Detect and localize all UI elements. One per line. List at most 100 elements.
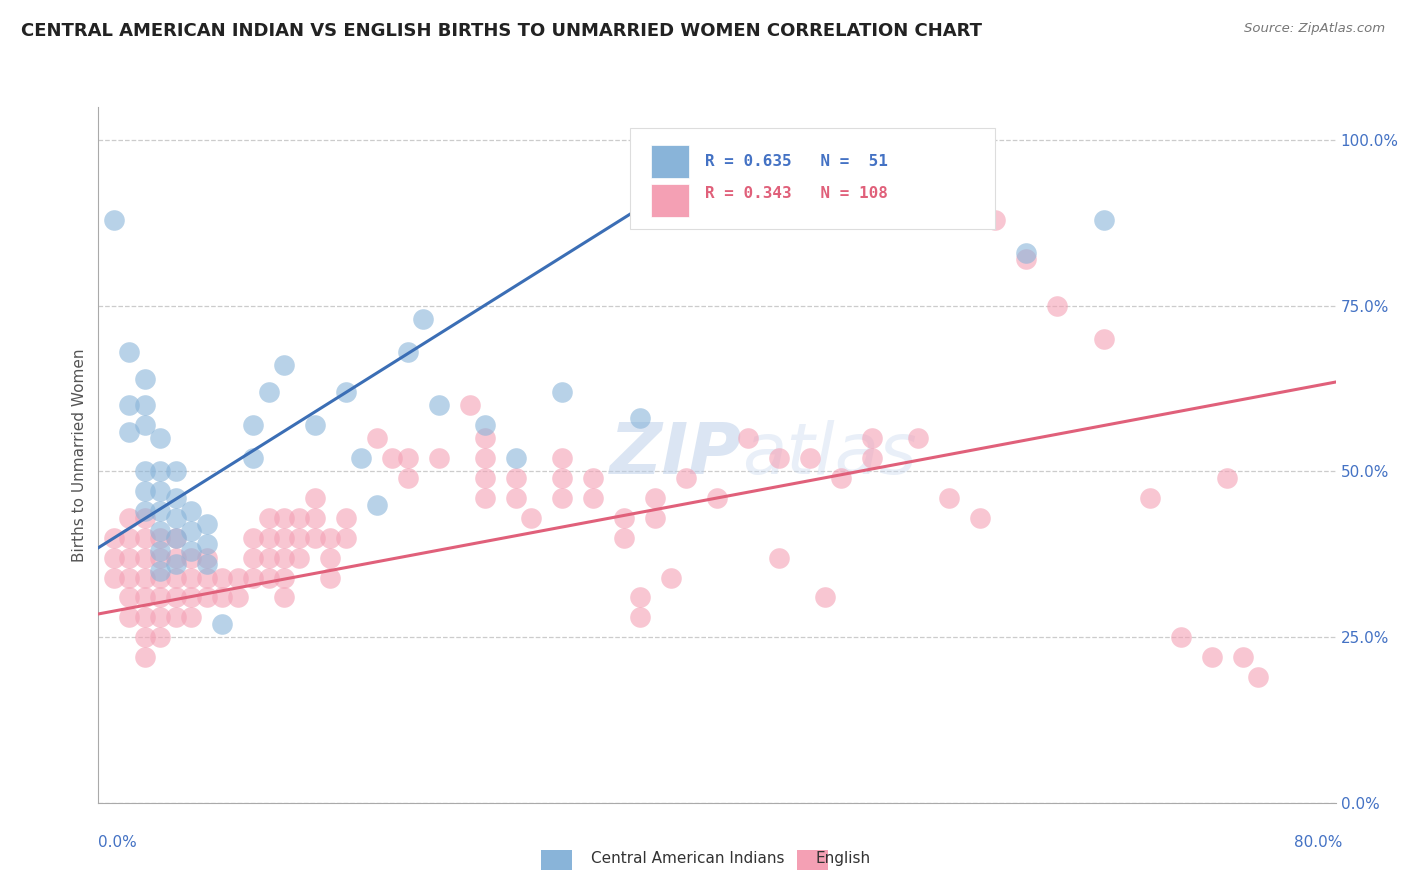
Text: 80.0%: 80.0% bbox=[1295, 836, 1343, 850]
Point bbox=[165, 531, 187, 545]
Point bbox=[984, 212, 1007, 227]
Point bbox=[195, 550, 218, 565]
Point bbox=[659, 570, 682, 584]
Point bbox=[165, 610, 187, 624]
Point bbox=[969, 511, 991, 525]
Point bbox=[103, 212, 125, 227]
Point bbox=[551, 491, 574, 505]
Point bbox=[1232, 650, 1254, 665]
Point bbox=[149, 570, 172, 584]
Point bbox=[165, 531, 187, 545]
Point bbox=[149, 484, 172, 499]
Point bbox=[242, 418, 264, 433]
Point bbox=[799, 451, 821, 466]
Point bbox=[288, 531, 311, 545]
Point bbox=[644, 491, 666, 505]
Point bbox=[381, 451, 404, 466]
Point bbox=[319, 550, 342, 565]
FancyBboxPatch shape bbox=[630, 128, 995, 229]
Point bbox=[458, 398, 481, 412]
Point bbox=[134, 372, 156, 386]
Point bbox=[257, 511, 280, 525]
Point bbox=[273, 591, 295, 605]
Point bbox=[335, 511, 357, 525]
Point bbox=[520, 511, 543, 525]
Point bbox=[628, 610, 651, 624]
Point bbox=[195, 570, 218, 584]
Point bbox=[1216, 471, 1239, 485]
Point bbox=[1092, 332, 1115, 346]
Point bbox=[242, 570, 264, 584]
Point bbox=[149, 504, 172, 518]
Point bbox=[273, 511, 295, 525]
Point bbox=[613, 531, 636, 545]
Point bbox=[350, 451, 373, 466]
Point bbox=[118, 511, 141, 525]
Point bbox=[134, 418, 156, 433]
Point bbox=[1201, 650, 1223, 665]
Point bbox=[118, 531, 141, 545]
Point bbox=[304, 511, 326, 525]
Point bbox=[165, 591, 187, 605]
Text: Central American Indians: Central American Indians bbox=[591, 851, 785, 865]
Point bbox=[149, 610, 172, 624]
Point bbox=[149, 564, 172, 578]
Point bbox=[103, 550, 125, 565]
Point bbox=[134, 484, 156, 499]
Point bbox=[149, 524, 172, 538]
Point bbox=[257, 531, 280, 545]
Bar bbox=[651, 184, 689, 217]
Text: ZIP: ZIP bbox=[610, 420, 742, 490]
Point bbox=[582, 471, 605, 485]
Point bbox=[505, 471, 527, 485]
Point bbox=[103, 531, 125, 545]
Point bbox=[195, 517, 218, 532]
Point bbox=[149, 630, 172, 644]
Point bbox=[257, 384, 280, 399]
Point bbox=[1247, 670, 1270, 684]
Point bbox=[474, 431, 496, 445]
Point bbox=[103, 570, 125, 584]
Point bbox=[273, 359, 295, 373]
Point bbox=[134, 511, 156, 525]
Point bbox=[165, 491, 187, 505]
Point bbox=[118, 345, 141, 359]
Point bbox=[134, 630, 156, 644]
Point bbox=[505, 491, 527, 505]
Point bbox=[226, 591, 249, 605]
Point bbox=[149, 591, 172, 605]
Point bbox=[582, 491, 605, 505]
Point bbox=[1092, 212, 1115, 227]
Point bbox=[366, 431, 388, 445]
Point bbox=[180, 544, 202, 558]
Point bbox=[226, 570, 249, 584]
Point bbox=[134, 570, 156, 584]
Point bbox=[1139, 491, 1161, 505]
Point bbox=[304, 531, 326, 545]
Point bbox=[644, 511, 666, 525]
Point bbox=[118, 610, 141, 624]
Point bbox=[180, 591, 202, 605]
Text: atlas: atlas bbox=[742, 420, 917, 490]
Text: R = 0.635   N =  51: R = 0.635 N = 51 bbox=[704, 153, 887, 169]
Point bbox=[474, 471, 496, 485]
Point bbox=[427, 451, 450, 466]
Point bbox=[118, 398, 141, 412]
Point bbox=[551, 471, 574, 485]
Point bbox=[134, 465, 156, 479]
Text: Source: ZipAtlas.com: Source: ZipAtlas.com bbox=[1244, 22, 1385, 36]
Text: English: English bbox=[815, 851, 870, 865]
Point bbox=[149, 544, 172, 558]
Point bbox=[134, 550, 156, 565]
Point bbox=[242, 550, 264, 565]
Point bbox=[737, 431, 759, 445]
Point bbox=[319, 570, 342, 584]
Point bbox=[273, 550, 295, 565]
Point bbox=[180, 610, 202, 624]
Bar bbox=[651, 145, 689, 178]
Point bbox=[304, 491, 326, 505]
Point bbox=[304, 418, 326, 433]
Point bbox=[768, 451, 790, 466]
Point bbox=[149, 531, 172, 545]
Point bbox=[335, 384, 357, 399]
